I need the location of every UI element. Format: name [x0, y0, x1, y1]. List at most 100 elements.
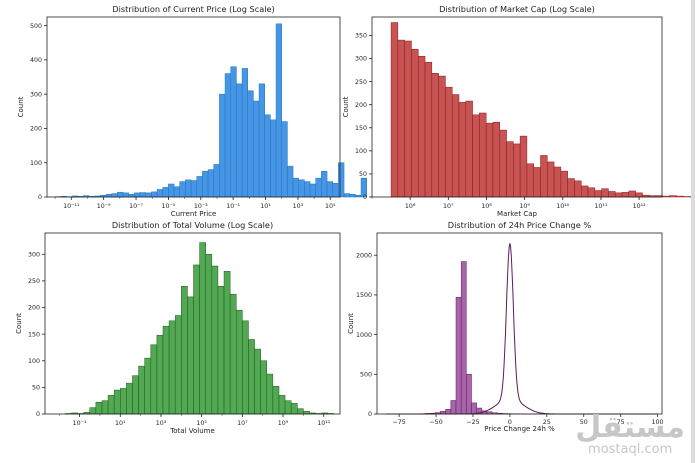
histogram-bar	[513, 143, 521, 198]
x-tick-label: −75	[393, 419, 406, 426]
histogram-bar	[266, 373, 274, 415]
histogram-bar	[466, 374, 472, 415]
histogram-bar	[560, 170, 568, 198]
window-scrollbar[interactable]	[691, 0, 695, 463]
y-tick-label: 250	[355, 79, 367, 86]
histogram-bar	[601, 188, 609, 198]
histogram-bar	[229, 293, 237, 415]
histogram-bar	[241, 68, 248, 198]
histogram-bar	[275, 23, 282, 198]
axes-frame	[371, 16, 663, 198]
histogram-bar	[145, 192, 152, 198]
y-tick-label: 500	[30, 23, 42, 30]
y-tick-label: 350	[355, 33, 367, 40]
histogram-bar	[260, 360, 268, 415]
histogram-bar	[211, 265, 219, 415]
histogram-bar	[126, 382, 133, 415]
histogram-bar	[669, 195, 677, 198]
histogram-bar	[101, 400, 109, 415]
histogram-bar	[223, 271, 231, 415]
x-tick-label: 0	[508, 419, 512, 426]
y-tick-label: 300	[30, 91, 42, 98]
y-tick-label: 2000	[356, 252, 372, 259]
histogram-bar	[355, 195, 362, 198]
histogram-bar	[662, 195, 670, 198]
histogram-bar	[122, 192, 129, 198]
y-tick-label: 50	[359, 171, 367, 178]
histogram-bar	[236, 83, 243, 198]
histogram-bar	[343, 193, 350, 198]
histogram-bar	[321, 171, 328, 198]
x-tick-label: 10⁹	[278, 420, 289, 427]
histogram-bar	[424, 61, 433, 198]
histogram-bar	[185, 179, 192, 198]
histogram-bar	[455, 297, 462, 415]
x-tick-label: 10¹	[260, 203, 271, 210]
histogram-bar	[479, 112, 487, 198]
histogram-bar	[162, 187, 169, 198]
histogram-bar	[635, 192, 643, 198]
x-tick-label: 10⁻⁵	[161, 203, 175, 210]
histogram-bar	[608, 191, 616, 198]
y-tick-label: 1500	[356, 292, 372, 299]
histogram-bar	[173, 186, 180, 198]
histogram-bar	[117, 191, 124, 198]
histogram-bar	[105, 194, 113, 198]
histogram-bar	[207, 169, 214, 198]
x-tick-label: 10³	[156, 420, 167, 427]
histogram-bar	[472, 114, 480, 198]
x-tick-label: 10⁶	[405, 203, 416, 210]
x-tick-label: 10³	[293, 203, 304, 210]
x-tick-label: −50	[429, 419, 442, 426]
histogram-bar	[465, 100, 473, 198]
y-tick-label: 400	[30, 57, 42, 64]
histogram-bar	[205, 254, 213, 415]
histogram-bar	[179, 181, 186, 198]
histogram-bar	[139, 192, 146, 198]
histogram-bar	[298, 179, 305, 198]
histogram-bar	[128, 194, 135, 198]
x-tick-label: 10⁻¹	[226, 203, 240, 210]
y-tick-label: 150	[28, 331, 40, 338]
y-tick-label: 250	[28, 278, 40, 285]
histogram-bar	[202, 171, 209, 198]
histogram-bar	[138, 365, 145, 415]
watermark-logo-text: مستقل	[575, 410, 685, 445]
chart-title: Distribution of Current Price (Log Scale…	[112, 4, 274, 14]
histogram-bar	[431, 73, 439, 198]
x-tick-label: 10⁻⁹	[97, 203, 111, 210]
histogram-bar	[230, 66, 237, 198]
histogram-bar	[264, 114, 271, 198]
y-tick-label: 150	[355, 125, 367, 132]
y-tick-label: 0	[38, 194, 42, 201]
watermark-url: mostaql.com	[588, 442, 673, 457]
histogram-bar	[404, 40, 412, 198]
y-tick-label: 1000	[356, 332, 372, 339]
y-tick-label: 300	[355, 56, 367, 63]
y-tick-label: 0	[363, 194, 367, 201]
histogram-bar	[111, 193, 118, 198]
histogram-bar	[450, 400, 457, 415]
histogram-bar	[471, 402, 477, 415]
histogram-bar	[132, 375, 139, 415]
histogram-bar	[168, 183, 175, 198]
histogram-bar	[485, 122, 494, 198]
histogram-bar	[156, 334, 164, 415]
chart-title: Distribution of Market Cap (Log Scale)	[439, 4, 595, 14]
x-tick-label: 75	[617, 419, 625, 426]
x-tick-label: 10⁹	[519, 203, 530, 210]
y-tick-label: 300	[28, 251, 40, 258]
x-tick-label: −25	[466, 419, 479, 426]
histogram-bar	[199, 242, 206, 415]
y-axis-label: Count	[347, 313, 355, 334]
histogram-bar	[390, 22, 399, 198]
histogram-bar	[533, 167, 541, 198]
histogram-bar	[253, 100, 260, 198]
y-axis-label: Count	[17, 96, 25, 117]
x-tick-label: 10⁵	[325, 203, 336, 210]
histogram-bar	[247, 90, 254, 198]
y-tick-label: 100	[30, 160, 42, 167]
histogram-bar	[196, 176, 203, 198]
y-axis-label: Count	[342, 96, 350, 117]
histogram-bar	[574, 180, 582, 198]
